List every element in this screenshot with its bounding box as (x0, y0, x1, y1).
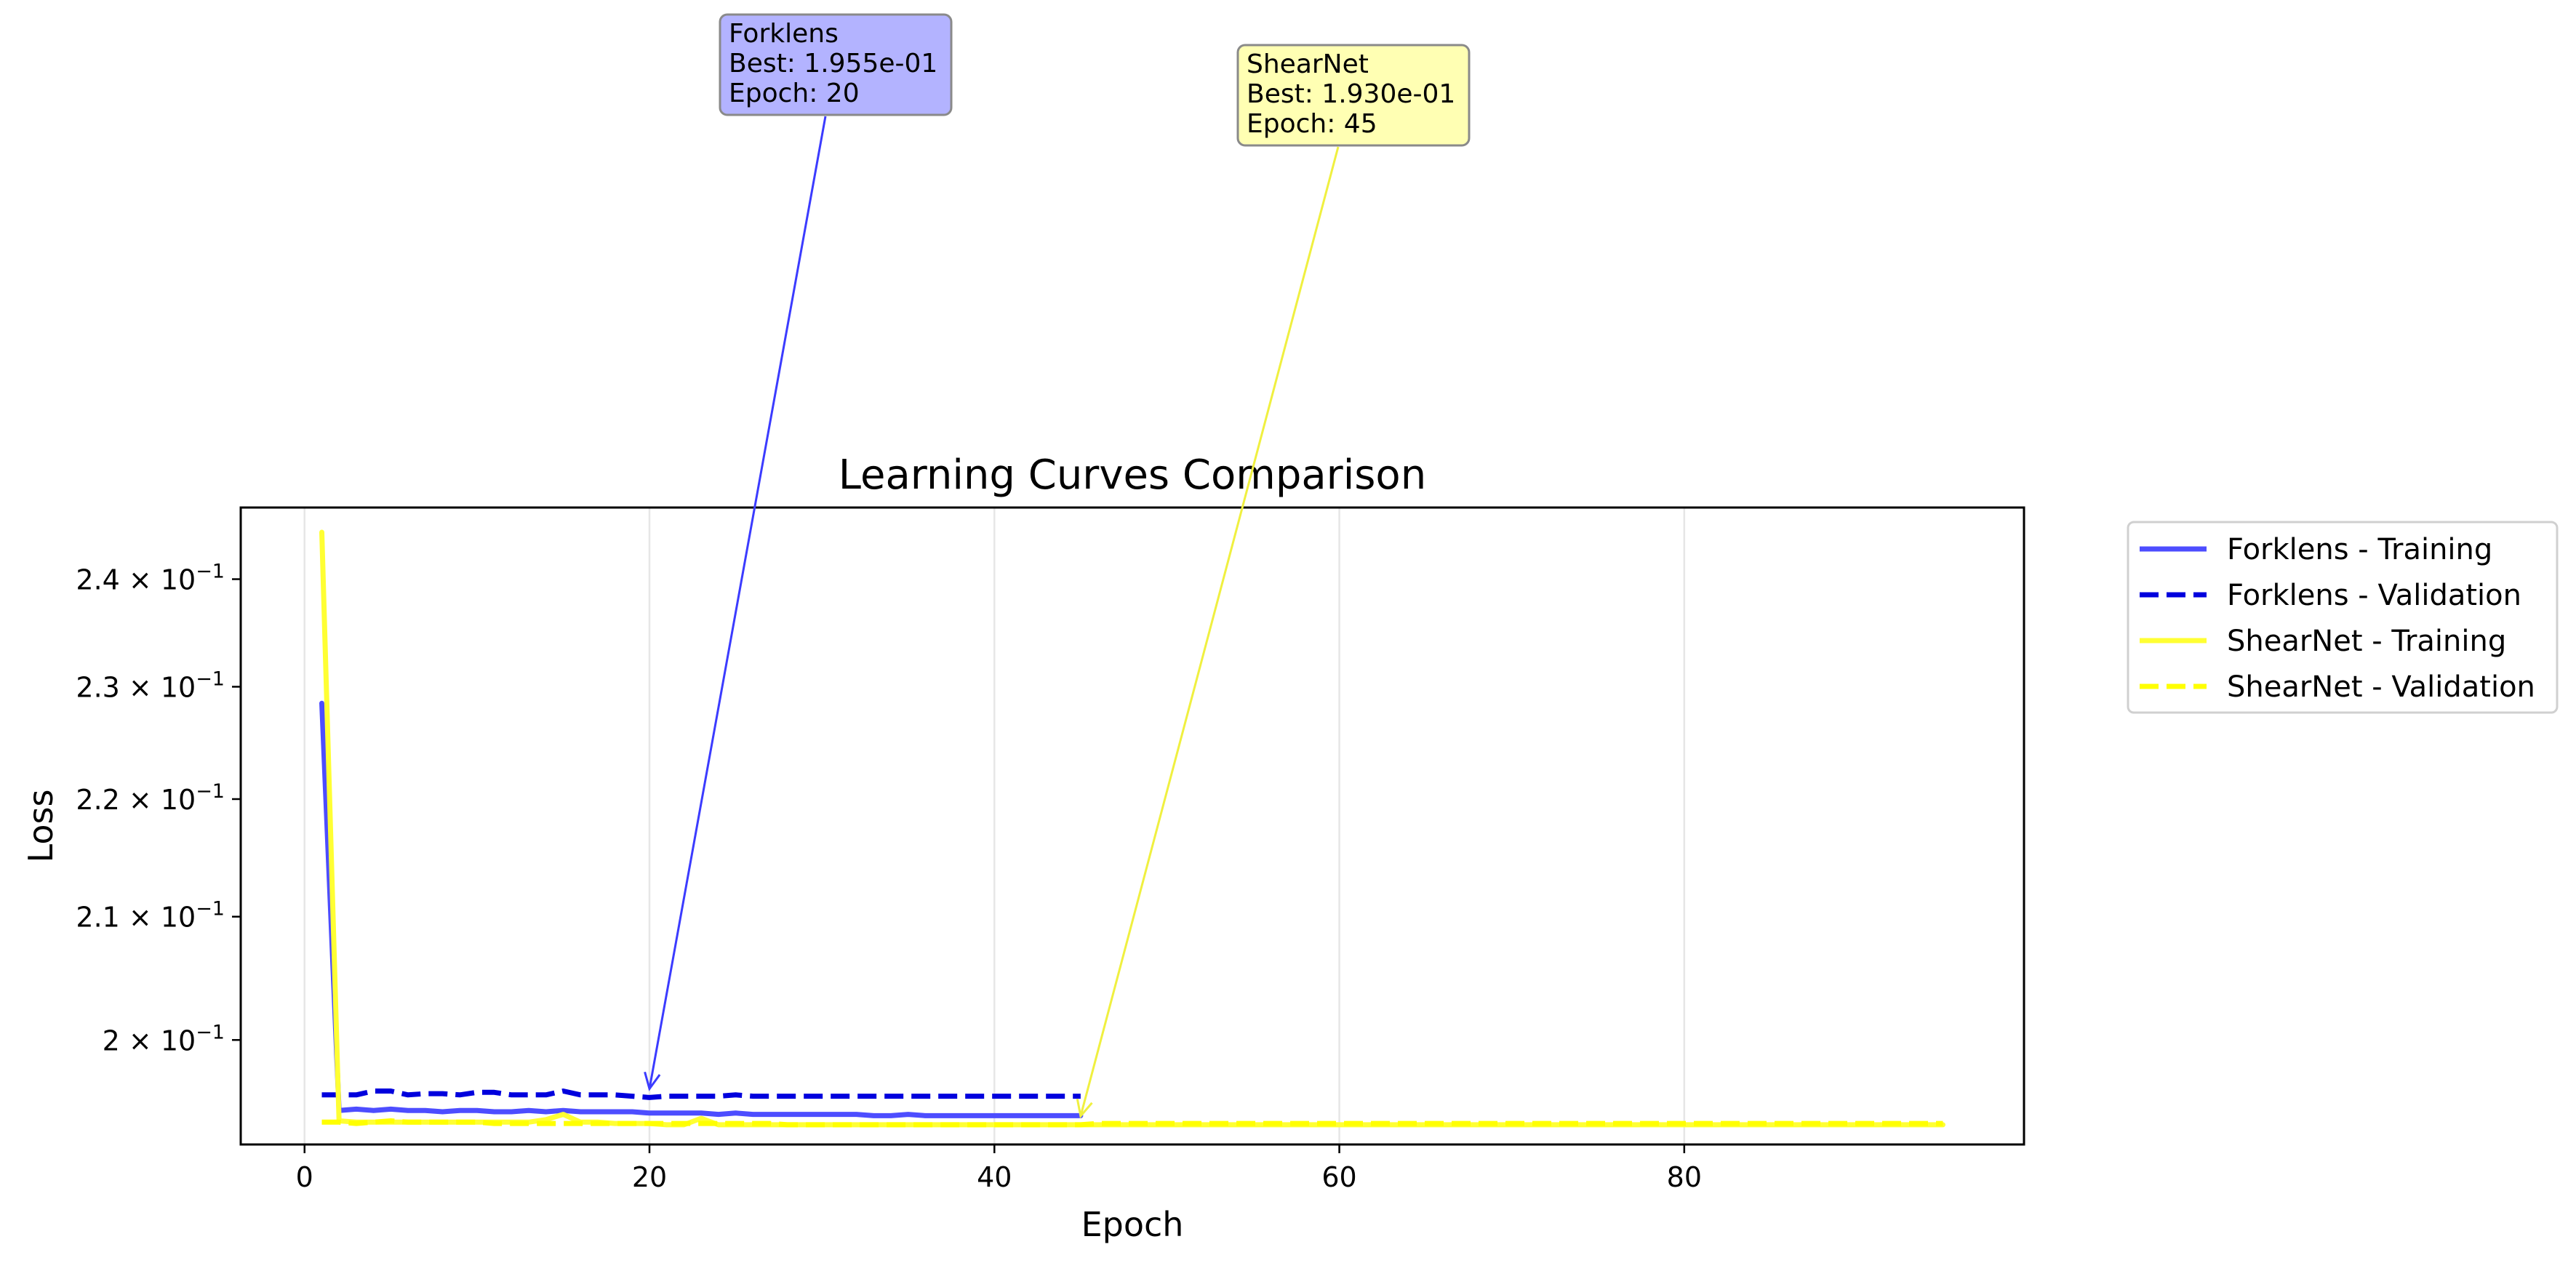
y-tick-label: 2.1 × 10−1 (76, 898, 225, 934)
annotation-text-line: ShearNet (1247, 49, 1369, 79)
annotation-arrowhead (644, 1071, 661, 1091)
x-tick-label: 80 (1667, 1161, 1702, 1193)
y-tick-label: 2 × 10−1 (103, 1021, 225, 1056)
y-tick-label: 2.4 × 10−1 (76, 561, 225, 596)
legend-label: ShearNet - Validation (2227, 670, 2535, 704)
series-line-shearnet-validation (321, 1118, 1943, 1128)
x-tick-label: 60 (1321, 1161, 1356, 1193)
series-line-forklens-training (319, 700, 1084, 1118)
legend-label: Forklens - Training (2227, 533, 2492, 566)
y-axis-label: Loss (21, 790, 60, 863)
x-tick-label: 0 (296, 1161, 313, 1193)
annotation-arrow (648, 116, 827, 1089)
x-axis-ticks: 0 20 40 60 80 (296, 1144, 1702, 1193)
annotation-text-line: Epoch: 45 (1247, 109, 1377, 139)
y-tick-label: 2.2 × 10−1 (76, 780, 225, 816)
series-lines (319, 529, 1945, 1128)
annotation-text-line: Forklens (729, 19, 839, 49)
legend: Forklens - Training Forklens - Validation… (2127, 521, 2559, 714)
annotation-arrowhead (1076, 1099, 1093, 1119)
annotation-box (719, 13, 953, 116)
legend-frame (2127, 521, 2559, 714)
x-gridlines (303, 508, 1686, 1144)
annotation-text-line: Best: 1.955e-01 (729, 49, 937, 79)
series-line-forklens-validation (321, 1088, 1081, 1100)
x-tick-label: 20 (632, 1161, 667, 1193)
legend-label: Forklens - Validation (2227, 579, 2521, 612)
annotation-text-line: Best: 1.930e-01 (1247, 79, 1455, 109)
legend-label: ShearNet - Training (2227, 625, 2506, 658)
y-tick-label: 2.3 × 10−1 (76, 667, 225, 703)
chart-title: Learning Curves Comparison (839, 452, 1426, 499)
x-axis-label: Epoch (1081, 1205, 1184, 1244)
y-axis-ticks: 2 × 10−1 2.1 × 10−1 2.2 × 10−1 2.3 × 10−1 2.… (76, 561, 241, 1056)
plot-frame (239, 506, 2025, 1146)
x-tick-label: 40 (977, 1161, 1012, 1193)
annotation-box (1236, 44, 1471, 147)
annotation-text-line: Epoch: 20 (729, 79, 860, 108)
annotation-arrow (1079, 146, 1340, 1117)
